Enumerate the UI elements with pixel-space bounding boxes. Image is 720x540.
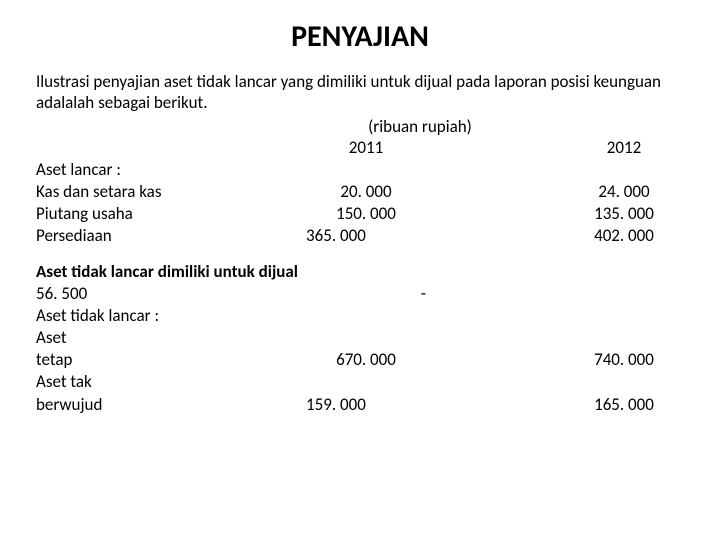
label-aset-berwujud-2: berwujud xyxy=(36,394,306,416)
persediaan-2012: 402. 000 xyxy=(564,225,684,247)
held-for-sale-value: 56. 500 xyxy=(36,283,306,305)
unit-label: (ribuan rupiah) xyxy=(36,116,684,137)
label-persediaan: Persediaan xyxy=(36,225,306,247)
col-2011: 2011 xyxy=(306,137,426,159)
label-kas: Kas dan setara kas xyxy=(36,181,306,203)
label-piutang: Piutang usaha xyxy=(36,203,306,225)
section-aset-lancar: Aset lancar : xyxy=(36,159,306,181)
year-header-row: 2011 2012 xyxy=(36,137,684,159)
section-aset-tidak-lancar: Aset tidak lancar : xyxy=(36,305,306,327)
label-aset-berwujud-1: Aset tak xyxy=(36,371,306,393)
tetap-2011: 670. 000 xyxy=(306,349,426,371)
label-aset-tetap-1: Aset xyxy=(36,327,306,349)
section-held-for-sale: Aset tidak lancar dimiliki untuk dijual xyxy=(36,261,298,283)
page-title: PENYAJIAN xyxy=(36,18,684,55)
intro-text: Ilustrasi penyajian aset tidak lancar ya… xyxy=(36,71,684,114)
row-held-for-sale: 56. 500 - xyxy=(36,283,684,305)
row-aset-tetap: tetap 670. 000 740. 000 xyxy=(36,349,684,371)
row-aset-berwujud: berwujud 159. 000 165. 000 xyxy=(36,394,684,416)
row-persediaan: Persediaan 365. 000 402. 000 xyxy=(36,225,684,247)
row-piutang: Piutang usaha 150. 000 135. 000 xyxy=(36,203,684,225)
piutang-2012: 135. 000 xyxy=(564,203,684,225)
held-for-sale-2011: - xyxy=(306,283,434,305)
berwujud-2011: 159. 000 xyxy=(306,394,426,416)
persediaan-2011: 365. 000 xyxy=(306,225,426,247)
row-kas: Kas dan setara kas 20. 000 24. 000 xyxy=(36,181,684,203)
piutang-2011: 150. 000 xyxy=(306,203,426,225)
kas-2012: 24. 000 xyxy=(564,181,684,203)
col-2012: 2012 xyxy=(564,137,684,159)
kas-2011: 20. 000 xyxy=(306,181,426,203)
tetap-2012: 740. 000 xyxy=(564,349,684,371)
label-aset-tetap-2: tetap xyxy=(36,349,306,371)
berwujud-2012: 165. 000 xyxy=(564,394,684,416)
